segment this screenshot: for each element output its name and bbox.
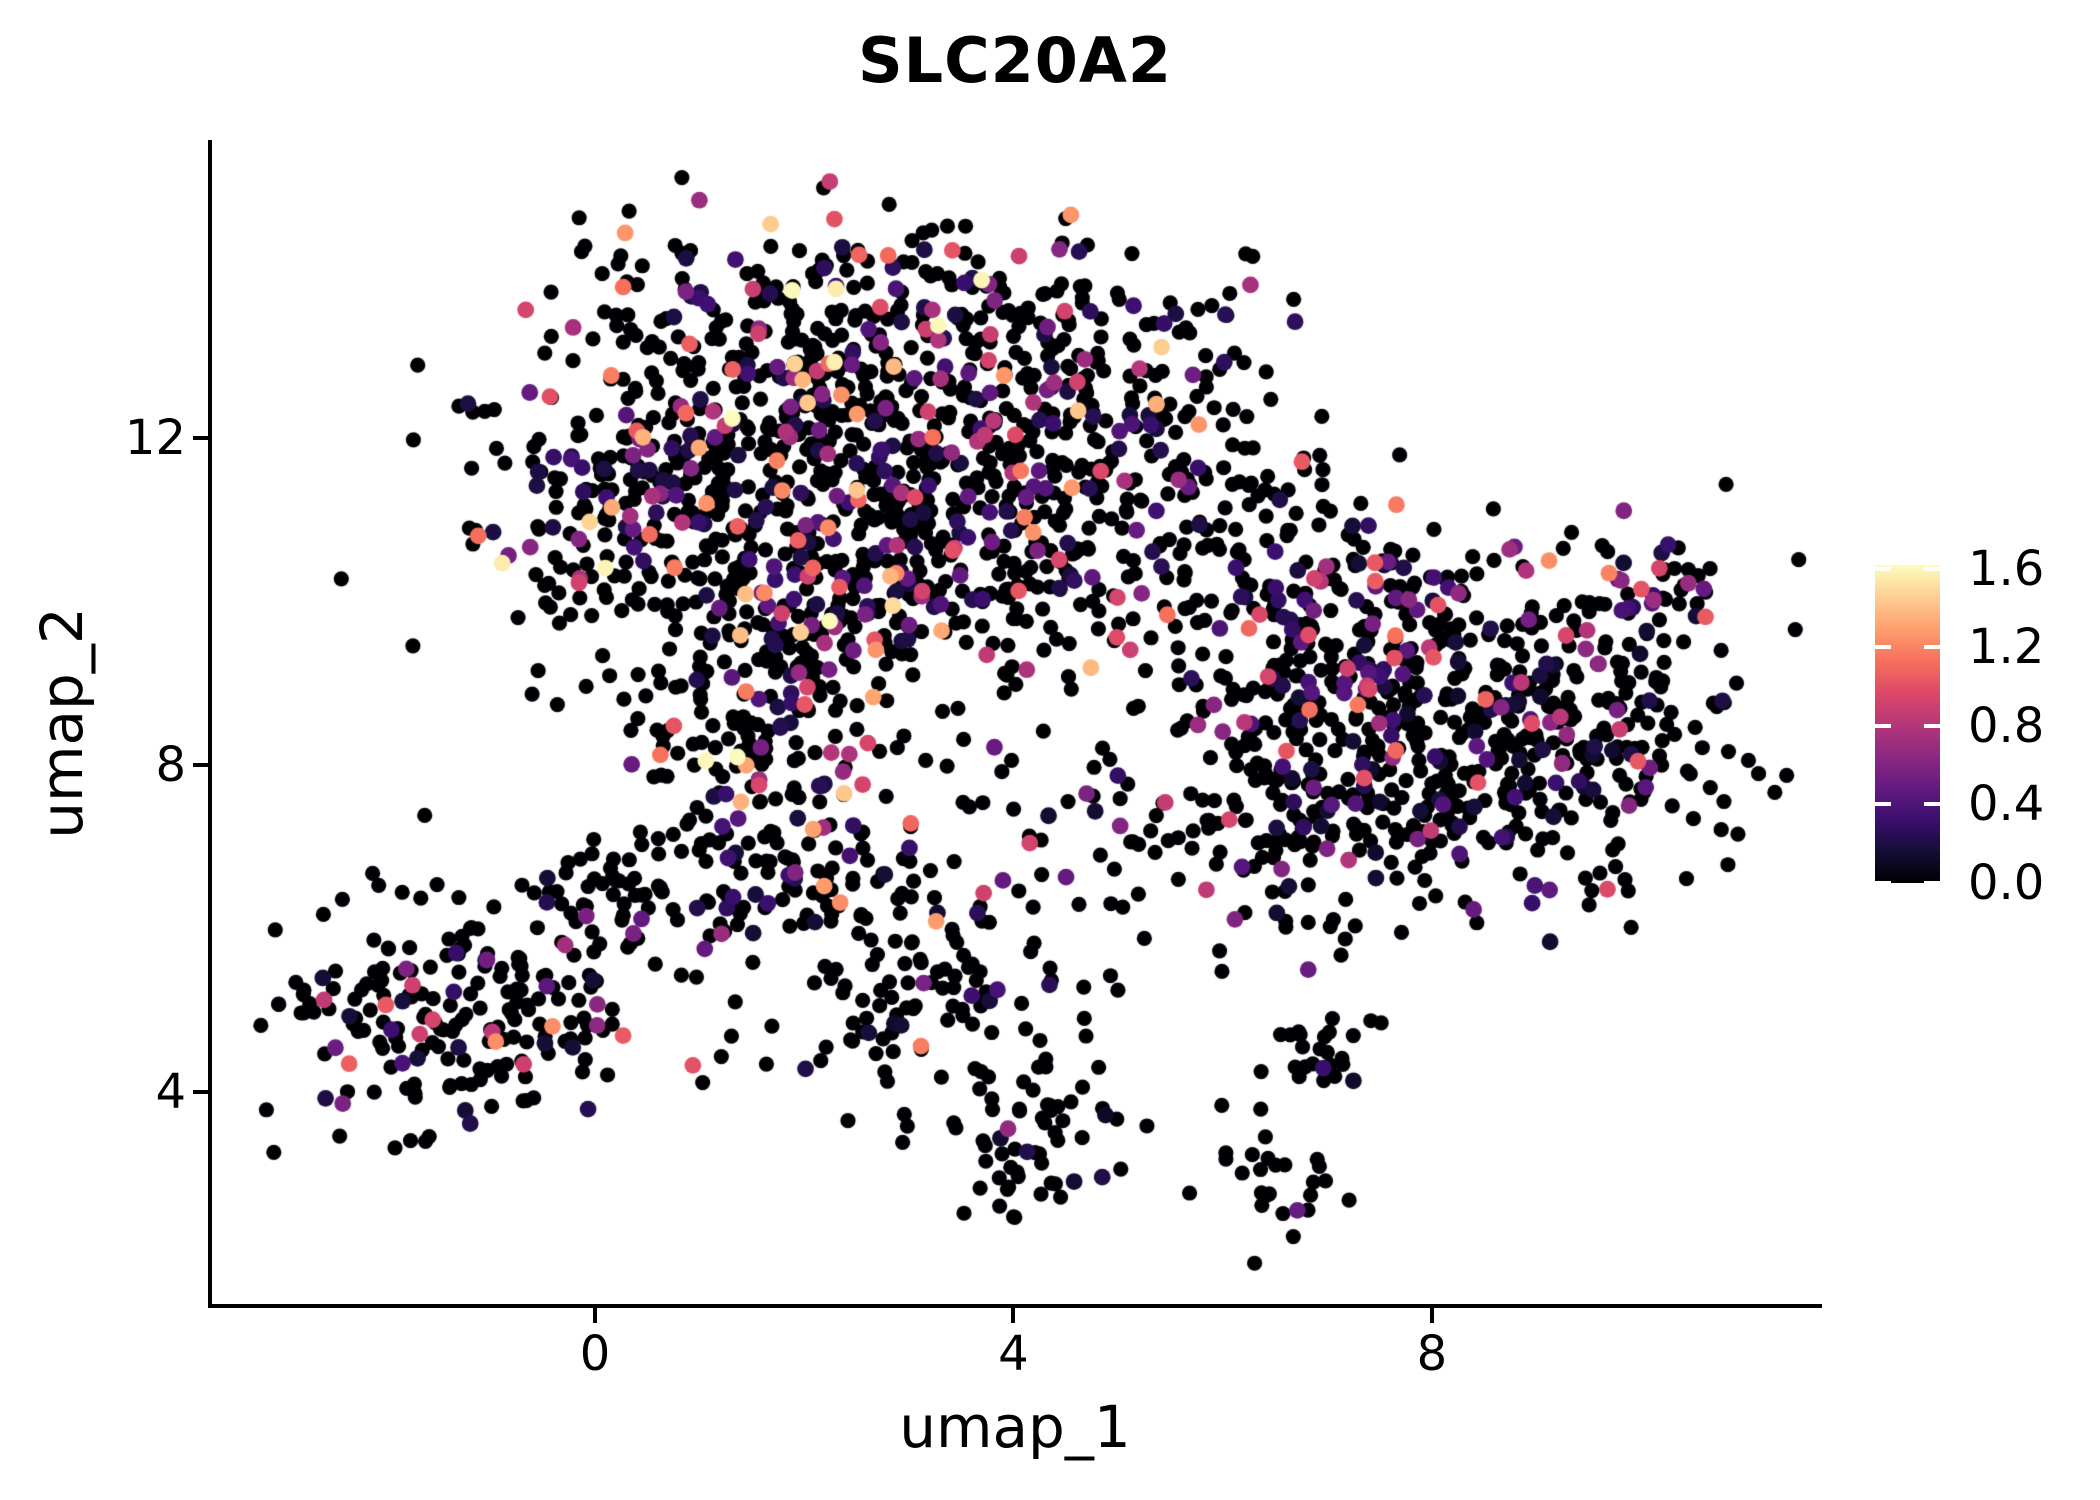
y-tick-mark [193, 436, 208, 441]
colorbar-tick-label: 1.6 [1968, 540, 2045, 597]
colorbar-tick [1875, 723, 1891, 728]
x-tick-mark [1011, 1308, 1016, 1323]
x-tick-label: 4 [998, 1326, 1029, 1382]
y-tick-label: 12 [124, 410, 186, 467]
x-tick-label: 0 [579, 1326, 611, 1382]
page-title: SLC20A2 [857, 24, 1173, 97]
colorbar-tick [1924, 566, 1940, 571]
y-tick-label: 4 [155, 1063, 186, 1120]
y-axis-title: umap_2 [28, 607, 96, 839]
x-tick-label: 8 [1416, 1326, 1448, 1382]
colorbar-tick [1875, 645, 1891, 650]
x-axis-title: umap_1 [899, 1393, 1131, 1461]
x-axis-line [208, 1304, 1822, 1308]
colorbar-tick-label: 0.8 [1968, 697, 2045, 754]
x-tick-mark [1429, 1308, 1434, 1323]
y-tick-mark [193, 763, 208, 768]
colorbar-tick [1924, 881, 1940, 883]
colorbar-tick [1924, 802, 1940, 807]
colorbar-tick [1875, 802, 1891, 807]
y-tick-mark [193, 1089, 208, 1094]
colorbar-gradient [1875, 565, 1940, 883]
colorbar-tick-label: 0.4 [1968, 776, 2045, 833]
colorbar-tick [1875, 566, 1891, 571]
colorbar-tick-label: 0.0 [1968, 855, 2045, 911]
colorbar-tick [1875, 881, 1891, 883]
colorbar-tick [1924, 723, 1940, 728]
colorbar-tick [1924, 645, 1940, 650]
x-tick-mark [592, 1308, 597, 1323]
y-axis-line [208, 140, 212, 1308]
y-tick-label: 8 [155, 737, 186, 794]
colorbar-tick-label: 1.2 [1968, 619, 2045, 676]
